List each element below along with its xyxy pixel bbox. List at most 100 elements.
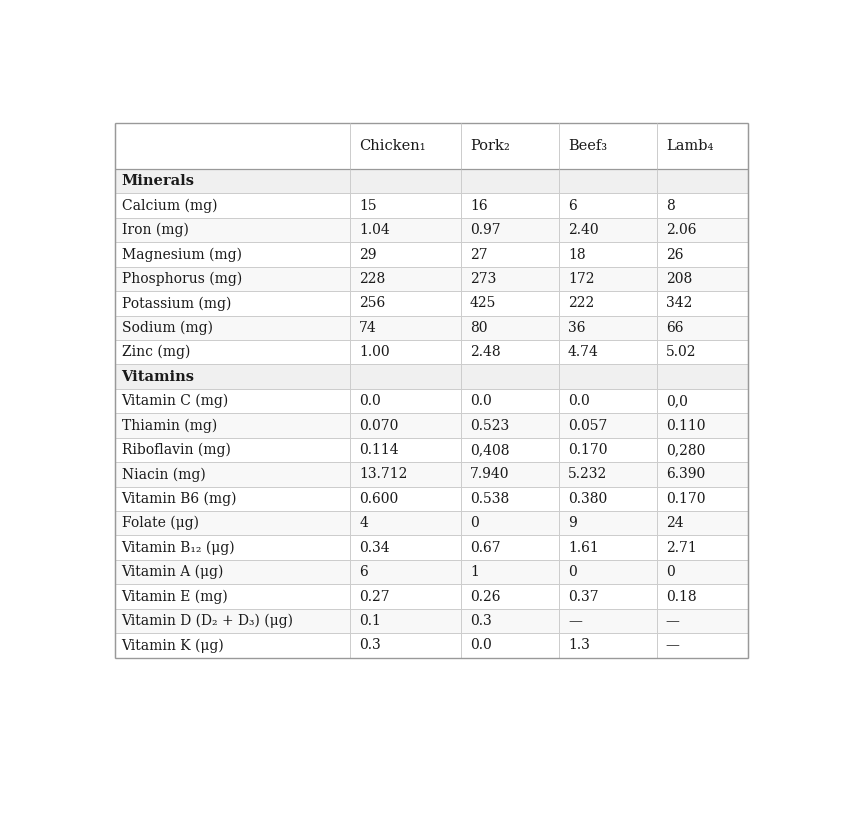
Text: 0.26: 0.26 xyxy=(470,590,500,604)
Text: 7.940: 7.940 xyxy=(470,468,509,482)
Bar xyxy=(115,633,748,658)
Text: 256: 256 xyxy=(359,296,386,311)
Bar xyxy=(115,584,748,609)
Text: 0.538: 0.538 xyxy=(470,492,509,506)
Text: 80: 80 xyxy=(470,321,488,335)
Text: Vitamin C (mg): Vitamin C (mg) xyxy=(121,394,229,408)
Text: Vitamins: Vitamins xyxy=(121,370,195,383)
Text: 0,408: 0,408 xyxy=(470,443,509,457)
Text: 0,0: 0,0 xyxy=(666,394,688,408)
Text: 0,280: 0,280 xyxy=(666,443,705,457)
Bar xyxy=(115,242,748,266)
Text: Minerals: Minerals xyxy=(121,175,195,188)
Bar xyxy=(115,194,748,218)
Text: 228: 228 xyxy=(359,272,386,286)
Text: 222: 222 xyxy=(568,296,594,311)
Text: Folate (μg): Folate (μg) xyxy=(121,516,199,530)
Text: 0.380: 0.380 xyxy=(568,492,607,506)
Bar xyxy=(115,169,748,194)
Text: Niacin (mg): Niacin (mg) xyxy=(121,468,205,482)
Text: 36: 36 xyxy=(568,321,585,335)
Text: 24: 24 xyxy=(666,516,684,530)
Text: 2.40: 2.40 xyxy=(568,223,599,237)
Text: Pork₂: Pork₂ xyxy=(470,139,509,153)
Bar xyxy=(115,123,748,169)
Bar xyxy=(115,438,748,463)
Text: 0.27: 0.27 xyxy=(359,590,390,604)
Text: Calcium (mg): Calcium (mg) xyxy=(121,199,217,213)
Text: 4.74: 4.74 xyxy=(568,345,599,359)
Bar xyxy=(115,364,748,389)
Bar xyxy=(115,535,748,560)
Text: 0.0: 0.0 xyxy=(359,394,381,408)
Text: 74: 74 xyxy=(359,321,377,335)
Text: 15: 15 xyxy=(359,199,376,213)
Text: 0.18: 0.18 xyxy=(666,590,696,604)
Text: —: — xyxy=(568,614,582,628)
Bar xyxy=(115,266,748,291)
Text: 0.1: 0.1 xyxy=(359,614,381,628)
Text: 13.712: 13.712 xyxy=(359,468,408,482)
Text: 16: 16 xyxy=(470,199,488,213)
Bar xyxy=(115,389,748,413)
Text: 1: 1 xyxy=(470,565,479,579)
Bar xyxy=(115,340,748,364)
Bar xyxy=(115,316,748,340)
Text: 1.61: 1.61 xyxy=(568,541,599,554)
Text: 0.170: 0.170 xyxy=(666,492,706,506)
Text: Lamb₄: Lamb₄ xyxy=(666,139,713,153)
Bar xyxy=(115,218,748,242)
Text: 1.00: 1.00 xyxy=(359,345,390,359)
Text: 0.97: 0.97 xyxy=(470,223,501,237)
Text: 425: 425 xyxy=(470,296,497,311)
Text: Zinc (mg): Zinc (mg) xyxy=(121,345,190,359)
Text: 66: 66 xyxy=(666,321,684,335)
Text: 342: 342 xyxy=(666,296,692,311)
Text: 29: 29 xyxy=(359,247,376,261)
Text: 18: 18 xyxy=(568,247,585,261)
Text: 0: 0 xyxy=(568,565,577,579)
Text: 0.114: 0.114 xyxy=(359,443,399,457)
Text: —: — xyxy=(666,639,679,652)
Bar xyxy=(115,413,748,438)
Text: Chicken₁: Chicken₁ xyxy=(359,139,426,153)
Text: 1.3: 1.3 xyxy=(568,639,589,652)
Text: Potassium (mg): Potassium (mg) xyxy=(121,296,231,311)
Text: 0.170: 0.170 xyxy=(568,443,607,457)
Text: 27: 27 xyxy=(470,247,488,261)
Text: Thiamin (mg): Thiamin (mg) xyxy=(121,418,216,433)
Bar xyxy=(115,291,748,316)
Text: 0.34: 0.34 xyxy=(359,541,390,554)
Text: 5.232: 5.232 xyxy=(568,468,607,482)
Text: 5.02: 5.02 xyxy=(666,345,696,359)
Text: Iron (mg): Iron (mg) xyxy=(121,223,189,237)
Bar xyxy=(115,487,748,511)
Text: 0.0: 0.0 xyxy=(470,394,492,408)
Text: Magnesium (mg): Magnesium (mg) xyxy=(121,247,242,261)
Text: Phosphorus (mg): Phosphorus (mg) xyxy=(121,271,242,286)
Text: 273: 273 xyxy=(470,272,497,286)
Text: Vitamin B₁₂ (μg): Vitamin B₁₂ (μg) xyxy=(121,540,235,555)
Text: Beef₃: Beef₃ xyxy=(568,139,607,153)
Text: 0.600: 0.600 xyxy=(359,492,398,506)
Text: 8: 8 xyxy=(666,199,674,213)
Text: 0.057: 0.057 xyxy=(568,418,607,433)
Text: 0.0: 0.0 xyxy=(568,394,589,408)
Text: Vitamin E (mg): Vitamin E (mg) xyxy=(121,590,228,604)
Text: 0.67: 0.67 xyxy=(470,541,501,554)
Text: 2.71: 2.71 xyxy=(666,541,696,554)
Bar xyxy=(115,463,748,487)
Text: 0.523: 0.523 xyxy=(470,418,509,433)
Text: 0.3: 0.3 xyxy=(470,614,492,628)
Text: 1.04: 1.04 xyxy=(359,223,390,237)
Text: Riboflavin (mg): Riboflavin (mg) xyxy=(121,443,231,457)
Text: 0: 0 xyxy=(666,565,674,579)
Text: 6: 6 xyxy=(568,199,577,213)
Text: 4: 4 xyxy=(359,516,368,530)
Text: Vitamin D (D₂ + D₃) (μg): Vitamin D (D₂ + D₃) (μg) xyxy=(121,614,294,628)
Bar xyxy=(115,560,748,584)
Text: —: — xyxy=(666,614,679,628)
Text: 9: 9 xyxy=(568,516,577,530)
Text: 0.37: 0.37 xyxy=(568,590,599,604)
Text: 172: 172 xyxy=(568,272,594,286)
